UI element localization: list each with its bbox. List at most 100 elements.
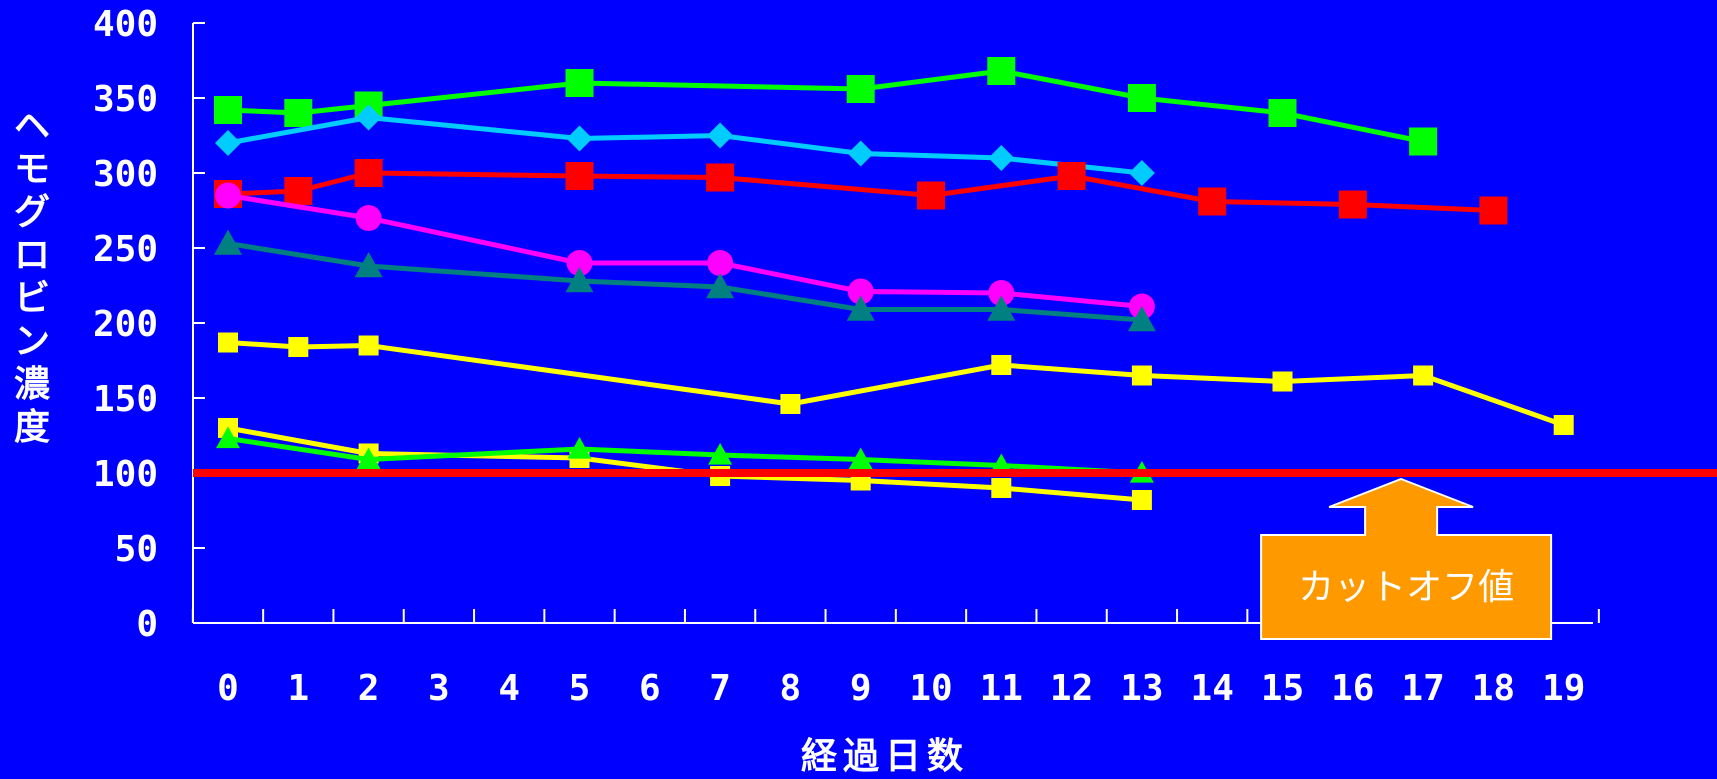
series	[215, 182, 1155, 320]
x-tick-label: 3	[428, 668, 450, 709]
x-tick-label: 4	[498, 668, 520, 709]
data-point	[846, 295, 875, 321]
data-point	[215, 130, 241, 156]
x-tick-label: 19	[1542, 668, 1585, 709]
y-tick-label: 400	[93, 4, 158, 45]
cutoff-callout-label: カットオフ値	[1298, 567, 1514, 608]
data-point	[284, 99, 313, 127]
data-point	[566, 125, 593, 152]
data-point	[847, 140, 874, 167]
data-point	[354, 159, 383, 187]
data-point	[707, 250, 734, 276]
data-point	[214, 229, 242, 255]
data-point	[1128, 160, 1155, 186]
data-point	[846, 75, 875, 103]
data-point	[1127, 84, 1156, 112]
data-point	[565, 267, 594, 293]
y-tick-label: 150	[93, 379, 158, 420]
y-tick-label: 200	[93, 304, 158, 345]
data-point	[848, 447, 873, 470]
data-point	[706, 273, 735, 299]
series	[214, 57, 1438, 156]
data-point	[1413, 365, 1434, 386]
data-point	[706, 163, 735, 192]
cutoff-layer: カットオフ値	[193, 469, 1717, 640]
data-point	[355, 205, 382, 231]
data-point	[707, 122, 734, 149]
data-point	[355, 104, 382, 131]
data-point	[1338, 190, 1367, 219]
series-line	[227, 340, 1565, 428]
data-point	[565, 162, 594, 190]
series-line	[227, 170, 1494, 213]
series	[216, 426, 1154, 483]
x-tick-label: 8	[780, 668, 802, 709]
data-point	[1131, 365, 1152, 386]
x-tick-label: 14	[1191, 668, 1234, 709]
data-point	[780, 394, 801, 414]
data-point	[288, 337, 309, 357]
x-tick-label: 15	[1261, 668, 1304, 709]
x-tick-label: 11	[980, 668, 1023, 709]
data-point	[216, 426, 240, 449]
cutoff-callout-arrow	[1260, 477, 1553, 640]
y-tick-label: 50	[115, 529, 158, 570]
data-point	[917, 181, 945, 210]
data-point	[988, 145, 1015, 171]
data-point	[1553, 415, 1574, 435]
y-tick-label: 100	[93, 454, 158, 495]
x-tick-label: 6	[639, 668, 661, 709]
series	[218, 332, 1574, 435]
data-point	[1409, 127, 1438, 156]
series-layer	[214, 57, 1574, 510]
y-tick-label: 300	[93, 154, 158, 195]
x-tick-label: 7	[709, 668, 731, 709]
data-point	[354, 252, 383, 278]
data-point	[1198, 187, 1227, 216]
y-tick-label: 250	[93, 229, 158, 270]
y-tick-label: 0	[136, 604, 158, 645]
data-point	[214, 96, 242, 124]
data-point	[1479, 196, 1508, 225]
y-axis-title: ヘモグロビン濃度	[14, 106, 51, 448]
data-point	[991, 355, 1012, 375]
x-tick-label: 5	[569, 668, 591, 709]
data-point	[987, 57, 1016, 85]
x-tick-label: 2	[358, 668, 380, 709]
data-point	[215, 182, 241, 209]
x-tick-label: 1	[287, 668, 309, 709]
series-line	[227, 68, 1424, 144]
series	[214, 159, 1508, 225]
data-point	[218, 332, 238, 353]
data-point	[987, 295, 1016, 321]
x-tick-label: 13	[1120, 668, 1163, 709]
data-point	[358, 335, 379, 356]
data-point	[1057, 162, 1086, 190]
x-tick-label: 18	[1472, 668, 1515, 709]
data-point	[708, 443, 733, 465]
data-point	[565, 69, 594, 97]
data-point	[1127, 306, 1156, 332]
data-point	[1272, 371, 1293, 392]
x-tick-label: 12	[1050, 668, 1093, 709]
x-tick-label: 0	[217, 668, 239, 709]
data-point	[1131, 490, 1152, 510]
data-point	[284, 177, 313, 205]
data-point	[988, 280, 1015, 306]
y-tick-label: 350	[93, 79, 158, 120]
data-point	[847, 278, 874, 305]
data-point	[991, 478, 1012, 498]
x-tick-label: 17	[1401, 668, 1444, 709]
data-point	[567, 437, 592, 459]
x-tick-label: 9	[850, 668, 872, 709]
series	[215, 104, 1155, 186]
x-axis-title: 経過日数	[801, 736, 969, 777]
x-tick-label: 10	[909, 668, 952, 709]
data-point	[566, 250, 593, 276]
data-point	[1268, 99, 1297, 127]
data-point	[356, 447, 381, 470]
series	[214, 229, 1156, 332]
x-tick-label: 16	[1331, 668, 1374, 709]
